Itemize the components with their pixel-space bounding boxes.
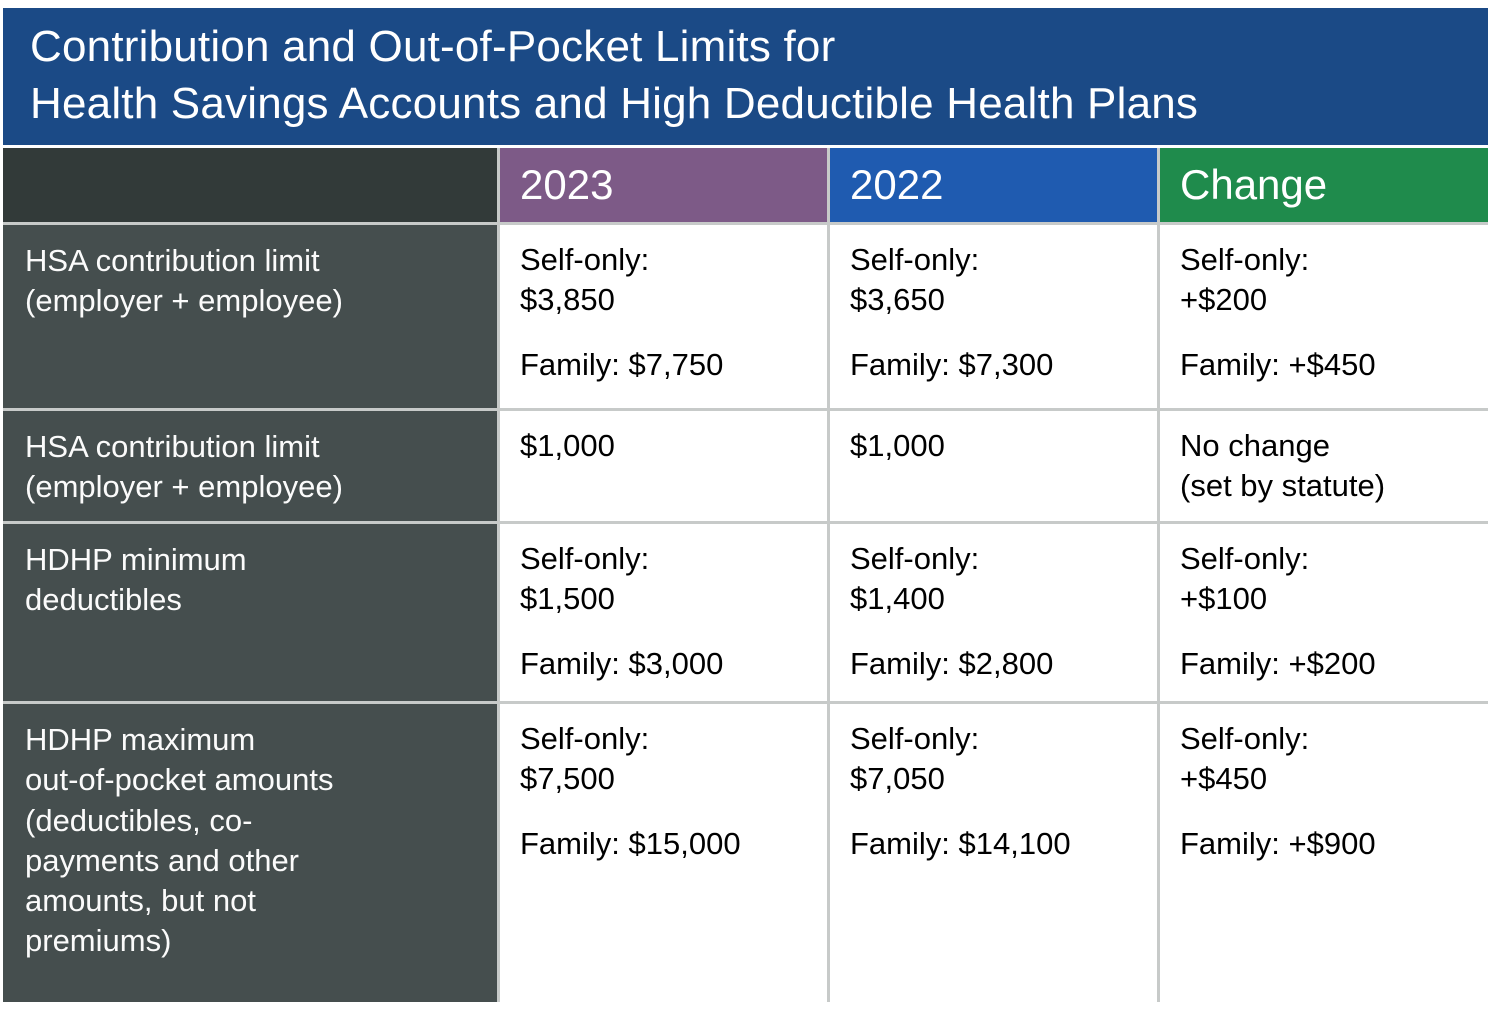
column-header-blank [3,148,497,222]
value-line: Self-only: $7,050 [850,721,980,796]
value-line: Self-only: $1,400 [850,541,980,616]
cell-2023-hdhp-min-deductibles: Self-only: $1,500 Family: $3,000 [500,524,827,701]
value-line: $1,000 [520,428,615,463]
value-line: Family: $7,300 [850,346,1054,382]
value-line: Self-only: $7,500 [520,721,650,796]
value-line: Self-only: +$450 [1180,721,1310,796]
column-header-2022: 2022 [830,148,1157,222]
value-line: Family: +$900 [1180,825,1376,861]
value-line: Self-only: $1,500 [520,541,650,616]
column-header-2023: 2023 [500,148,827,222]
cell-2023-hdhp-max-oop: Self-only: $7,500 Family: $15,000 [500,704,827,1002]
value-line: Family: $3,000 [520,645,724,681]
cell-2022-hsa-contribution-limit: Self-only: $3,650 Family: $7,300 [830,225,1157,408]
cell-2022-hdhp-min-deductibles: Self-only: $1,400 Family: $2,800 [830,524,1157,701]
cell-change-hsa-catchup: No change (set by statute) [1160,411,1488,521]
cell-change-hsa-contribution-limit: Self-only: +$200 Family: +$450 [1160,225,1488,408]
value-line: Family: $15,000 [520,825,741,861]
value-line: Self-only: $3,850 [520,242,650,317]
value-line: Self-only: $3,650 [850,242,980,317]
table-title: Contribution and Out-of-Pocket Limits fo… [3,8,1488,145]
cell-change-hdhp-max-oop: Self-only: +$450 Family: +$900 [1160,704,1488,1002]
cell-2023-hsa-contribution-limit: Self-only: $3,850 Family: $7,750 [500,225,827,408]
value-line: Family: +$200 [1180,645,1376,681]
cell-change-hdhp-min-deductibles: Self-only: +$100 Family: +$200 [1160,524,1488,701]
value-line: No change (set by statute) [1180,428,1386,503]
value-line: Family: $14,100 [850,825,1071,861]
row-label-hdhp-max-out-of-pocket: HDHP maximum out-of-pocket amounts (dedu… [3,704,497,1002]
value-line: Self-only: +$100 [1180,541,1310,616]
column-header-change: Change [1160,148,1488,222]
value-line: $1,000 [850,428,945,463]
row-label-hsa-contribution-limit: HSA contribution limit (employer + emplo… [3,225,497,408]
value-line: Family: +$450 [1180,346,1376,382]
cell-2022-hsa-catchup: $1,000 [830,411,1157,521]
cell-2023-hsa-catchup: $1,000 [500,411,827,521]
cell-2022-hdhp-max-oop: Self-only: $7,050 Family: $14,100 [830,704,1157,1002]
value-line: Self-only: +$200 [1180,242,1310,317]
hsa-limits-table: 2023 2022 Change HSA contribution limit … [3,148,1488,1002]
value-line: Family: $2,800 [850,645,1054,681]
value-line: Family: $7,750 [520,346,724,382]
row-label-hdhp-minimum-deductibles: HDHP minimum deductibles [3,524,497,701]
row-label-hsa-contribution-limit-2: HSA contribution limit (employer + emplo… [3,411,497,521]
